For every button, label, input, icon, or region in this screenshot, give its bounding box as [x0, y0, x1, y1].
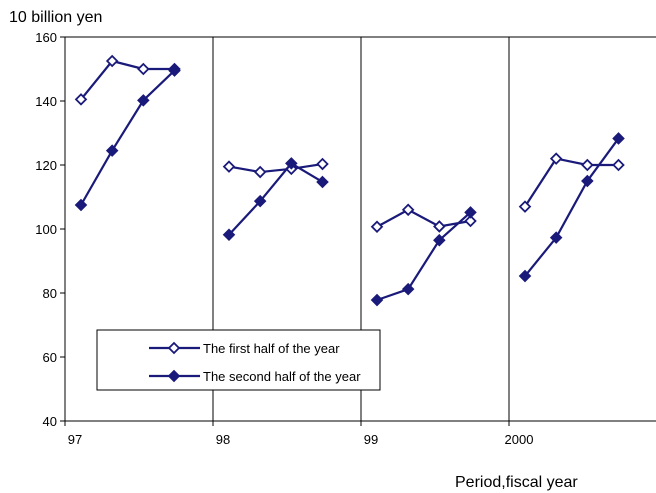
first-half-point	[370, 220, 384, 234]
second-half-point	[285, 157, 298, 170]
second-half-line-segment	[524, 137, 620, 277]
second-half-point	[370, 293, 384, 307]
y-axis: 40 60 80 100 120 140 160	[35, 30, 66, 429]
first-half-point	[581, 158, 594, 172]
x-tick-label: 98	[216, 432, 230, 447]
x-axis: 97 98 99 2000	[64, 420, 656, 447]
second-half-point	[74, 198, 88, 212]
x-tick-label: 99	[364, 432, 378, 447]
legend-box	[96, 329, 381, 391]
second-half-point	[518, 269, 532, 283]
second-half-point	[253, 194, 267, 208]
first-half-point	[518, 200, 532, 213]
first-half-line-segment	[228, 162, 323, 174]
first-half-point	[401, 203, 415, 217]
first-half-point	[105, 54, 119, 68]
second-half-point	[401, 282, 415, 296]
first-half-point	[316, 157, 329, 171]
x-axis-title: Period,fiscal year	[455, 474, 578, 491]
chart-series	[74, 54, 625, 307]
y-axis-title: 10 billion yen	[9, 9, 102, 26]
second-half-point	[433, 233, 446, 247]
y-tick-label: 40	[43, 414, 57, 429]
legend-label-first-half: The first half of the year	[203, 341, 340, 356]
legend-marker-second-half	[167, 369, 181, 383]
x-tick-label: 2000	[505, 432, 534, 447]
first-half-point	[464, 214, 477, 228]
first-half-point	[222, 160, 236, 173]
y-tick-label: 160	[35, 30, 57, 45]
second-half-point	[549, 231, 563, 244]
second-half-point	[316, 175, 329, 189]
y-tick-label: 60	[43, 350, 57, 365]
second-half-point	[222, 228, 236, 242]
first-half-point	[612, 158, 625, 172]
first-half-point	[137, 62, 150, 76]
x-tick-label: 97	[68, 432, 82, 447]
legend: The first half of the year The second hal…	[96, 329, 381, 391]
first-half-point	[433, 220, 446, 233]
second-half-point	[581, 174, 594, 188]
second-half-line-segment	[228, 161, 324, 236]
second-half-point	[137, 94, 150, 107]
first-half-line-segment	[524, 157, 619, 208]
second-half-line-segment	[376, 211, 472, 302]
y-tick-label: 100	[35, 222, 57, 237]
y-tick-label: 120	[35, 158, 57, 173]
second-half-point	[105, 144, 119, 157]
second-half-point	[168, 64, 181, 77]
first-half-point	[253, 165, 267, 179]
first-half-point	[74, 93, 88, 106]
second-half-point	[612, 132, 625, 145]
first-half-line-segment	[80, 59, 175, 101]
y-tick-label: 140	[35, 94, 57, 109]
y-tick-label: 80	[43, 286, 57, 301]
first-half-point	[549, 152, 563, 165]
second-half-point	[464, 206, 477, 219]
first-half-line-segment	[376, 208, 471, 228]
legend-marker-first-half	[167, 341, 181, 355]
second-half-line-segment	[80, 69, 176, 206]
legend-label-second-half: The second half of the year	[203, 369, 361, 384]
